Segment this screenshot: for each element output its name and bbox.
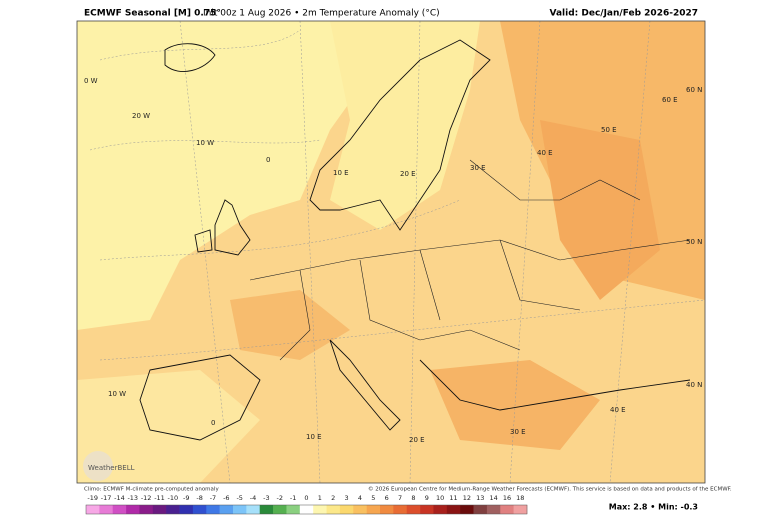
colorbar-label: 9 (425, 494, 429, 502)
colorbar-swatch (126, 505, 140, 514)
colorbar-swatch (206, 505, 220, 514)
graticule-label: 10 E (333, 169, 349, 177)
colorbar-swatch (339, 505, 354, 514)
colorbar-swatch (313, 505, 327, 514)
colorbar-swatch (86, 505, 100, 514)
map-frame (76, 20, 706, 484)
colorbar-swatch (233, 505, 247, 514)
colorbar-label: 10 (436, 494, 444, 502)
colorbar-swatch (500, 505, 514, 514)
colorbar-swatch (326, 505, 341, 514)
colorbar-label: -17 (101, 494, 112, 502)
colorbar-label: 6 (385, 494, 389, 502)
colorbar-swatch (420, 505, 434, 514)
graticule-label: 40 N (686, 381, 702, 389)
colorbar-label: 4 (358, 494, 362, 502)
colorbar-swatch (353, 505, 367, 514)
colorbar-frame (85, 504, 528, 515)
colorbar-label: 13 (476, 494, 484, 502)
colorbar-label: -8 (196, 494, 202, 502)
graticule-label: 0 (266, 156, 270, 164)
colorbar-label: -1 (290, 494, 296, 502)
colorbar-label: -19 (87, 494, 98, 502)
stats: Max: 2.8 • Min: -0.3 (609, 503, 698, 512)
colorbar-label: -10 (168, 494, 179, 502)
graticule-label: 30 E (470, 164, 486, 172)
colorbar-swatch (273, 505, 287, 514)
copyright: © 2026 European Centre for Medium-Range … (368, 486, 732, 493)
graticule-label: 20 E (400, 170, 416, 178)
colorbar-swatch (259, 505, 274, 514)
colorbar-label: 12 (463, 494, 471, 502)
colorbar-swatch (246, 505, 261, 514)
colorbar-swatch (219, 505, 234, 514)
colorbar-swatch (460, 505, 474, 514)
graticule-label: 0 W (84, 77, 98, 85)
colorbar-swatch (433, 505, 448, 514)
valid-time: Valid: Dec/Jan/Feb 2026-2027 (550, 9, 699, 19)
graticule-label: 10 W (196, 139, 214, 147)
colorbar: -19 -17 -14 -13 -12 -11 -10 -9 -8 -7 -6 -5 -4 -3 -2 -1 0… (85, 494, 528, 515)
colorbar-label: 11 (449, 494, 457, 502)
colorbar-label: 18 (516, 494, 524, 502)
graticule-label: 40 E (610, 406, 626, 414)
colorbar-swatch (473, 505, 488, 514)
colorbar-swatch (112, 505, 127, 514)
graticule-label: 60 E (662, 96, 678, 104)
colorbar-label: 5 (371, 494, 375, 502)
colorbar-swatch (179, 505, 194, 514)
colorbar-swatch (192, 505, 207, 514)
graticule-label: 20 W (132, 112, 150, 120)
graticule-label: 60 N (686, 86, 702, 94)
logo-globe (83, 451, 113, 481)
colorbar-label: 1 (318, 494, 322, 502)
graticule-label: 40 E (537, 149, 553, 157)
colorbar-swatch (152, 505, 167, 514)
colorbar-swatch (406, 505, 421, 514)
logo: WeatherBELL (88, 464, 135, 472)
colorbar-label: 3 (345, 494, 349, 502)
colorbar-swatch (286, 505, 301, 514)
graticule-label: 50 N (686, 238, 702, 246)
colorbar-swatch (139, 505, 154, 514)
colorbar-label: -13 (127, 494, 138, 502)
colorbar-label: -2 (277, 494, 283, 502)
colorbar-label: -3 (263, 494, 269, 502)
colorbar-label: -5 (236, 494, 242, 502)
colorbar-swatch (446, 505, 461, 514)
colorbar-swatch (366, 505, 381, 514)
colorbar-label: 16 (503, 494, 511, 502)
graticule-label: 0 (211, 419, 215, 427)
title-detail: Init 00z 1 Aug 2026 • 2m Temperature Ano… (203, 9, 440, 19)
colorbar-swatch (99, 505, 114, 514)
colorbar-swatch (513, 505, 528, 514)
colorbar-label: 8 (411, 494, 415, 502)
map: 0 W 20 W 10 W 0 10 E 20 E 30 E 40 E 50 E… (77, 21, 705, 483)
colorbar-swatch (486, 505, 501, 514)
colorbar-label: 14 (489, 494, 497, 502)
colorbar-swatch (166, 505, 180, 514)
colorbar-label: -11 (154, 494, 165, 502)
climo-note: Climo: ECMWF M-climate pre-computed anom… (84, 487, 219, 493)
colorbar-label: -9 (183, 494, 189, 502)
colorbar-swatch (299, 505, 314, 514)
title-main: ECMWF Seasonal [M] 0.75° (84, 9, 221, 19)
colorbar-swatch (380, 505, 394, 514)
colorbar-label: 2 (331, 494, 335, 502)
colorbar-label: -7 (210, 494, 216, 502)
graticule-label: 10 E (306, 433, 322, 441)
colorbar-swatch (393, 505, 408, 514)
colorbar-label: 0 (304, 494, 308, 502)
colorbar-label: 7 (398, 494, 402, 502)
graticule-label: 10 W (108, 390, 126, 398)
graticule-label: 30 E (510, 428, 526, 436)
colorbar-label: -12 (141, 494, 152, 502)
graticule-label: 50 E (601, 126, 617, 134)
colorbar-label: -4 (250, 494, 256, 502)
graticule-label: 20 E (409, 436, 425, 444)
colorbar-label: -6 (223, 494, 229, 502)
colorbar-label: -14 (114, 494, 125, 502)
